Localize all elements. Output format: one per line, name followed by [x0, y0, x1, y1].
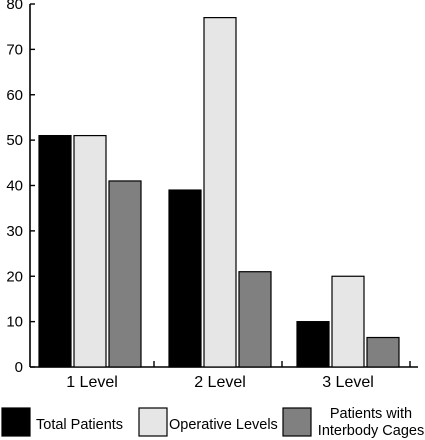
bar-operative-levels — [203, 17, 237, 368]
legend-label: Total Patients — [36, 417, 123, 433]
bar-operative-levels — [331, 275, 365, 368]
y-tick-label: 0 — [15, 359, 23, 376]
bar-interbody-cages — [108, 180, 142, 368]
legend-swatch — [1, 407, 31, 437]
y-tick-label: 60 — [6, 87, 23, 104]
bar-interbody-cages — [238, 271, 272, 368]
x-tick-label: 3 Level — [322, 374, 374, 391]
bar-interbody-cages — [366, 336, 400, 368]
bar-total-patients — [296, 321, 330, 368]
legend-swatch — [138, 407, 168, 437]
y-tick-label: 50 — [6, 132, 23, 149]
x-tick-label: 2 Level — [194, 374, 246, 391]
y-tick-label: 30 — [6, 223, 23, 240]
y-tick-label: 10 — [6, 314, 23, 331]
legend-label: Operative Levels — [169, 417, 278, 433]
legend-label: Patients with Interbody Cages — [318, 406, 424, 439]
y-tick-label: 40 — [6, 178, 23, 195]
bar-operative-levels — [73, 134, 107, 368]
bar-total-patients — [38, 134, 72, 368]
legend: Total Patients Operative Levels Patients w… — [1, 406, 424, 439]
y-tick-label: 70 — [6, 41, 23, 58]
x-tick-label: 1 Level — [66, 374, 118, 391]
legend-swatch — [282, 407, 312, 437]
bars — [38, 17, 400, 368]
y-axis: 0 10 20 30 40 50 60 70 80 — [6, 0, 35, 376]
bar-total-patients — [168, 189, 202, 368]
y-tick-label: 80 — [6, 0, 23, 13]
y-tick-label: 20 — [6, 268, 23, 285]
